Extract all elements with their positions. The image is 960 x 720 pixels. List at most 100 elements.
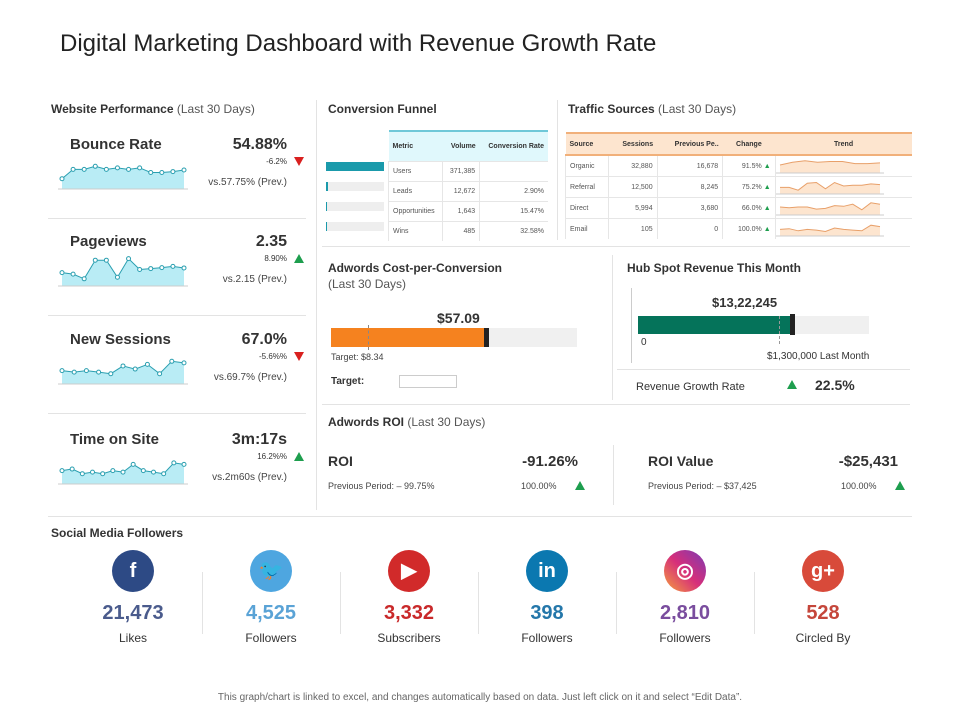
website-kpis-2-value: 67.0% xyxy=(241,331,287,348)
traffic-rows-3-sessions: 105 xyxy=(607,218,658,239)
social-items-1-count: 4,525 xyxy=(245,602,297,624)
traffic-rows-0-prev: 16,678 xyxy=(656,154,723,177)
twitter-icon: 🐦 xyxy=(250,550,292,592)
website-kpis-1-change: 8.90% xyxy=(264,254,287,263)
roi-items-0-name: ROI xyxy=(328,453,353,469)
funnel-bar xyxy=(326,162,384,171)
social-facebook: f 21,473 Likes xyxy=(64,550,202,645)
website-kpis-1-value: 2.35 xyxy=(255,233,287,250)
traffic-rows-0-source: Organic xyxy=(565,154,609,177)
youtube-icon: ▶ xyxy=(388,550,430,592)
table-row: Opportunities 1,643 15.47% xyxy=(387,200,548,221)
website-kpis-3-value: 3m:17s xyxy=(231,431,287,448)
roi-items-1-name: ROI Value xyxy=(648,453,714,469)
cpc-target_label: Target: $8.34 xyxy=(331,352,384,362)
traffic-headers-3: Change xyxy=(722,132,776,156)
funnel-rows-3-metric: Wins xyxy=(387,220,443,241)
up-arrow-icon: ▲ xyxy=(763,183,771,191)
cpc-value: $57.09 xyxy=(437,310,480,326)
facebook-icon: f xyxy=(112,550,154,592)
conversion-funnel-table: Metric Volume Conversion Rate Users 371,385… xyxy=(387,130,548,241)
traffic-period: (Last 30 Days) xyxy=(658,102,737,116)
social-items-5-label: Circled By xyxy=(795,631,851,645)
website-kpis-0-value: 54.88% xyxy=(232,136,287,153)
roi-items-0-prev: Previous Period: – 99.75% xyxy=(328,481,435,491)
cpc-bullet-bar xyxy=(331,325,577,350)
up-arrow-icon xyxy=(294,452,304,461)
funnel-rows-0-metric: Users xyxy=(387,160,443,181)
up-arrow-icon xyxy=(787,380,797,389)
sparkline xyxy=(58,358,188,385)
funnel-rows-2-rate: 15.47% xyxy=(479,200,548,221)
social-items-3-count: 398 xyxy=(530,602,564,624)
traffic-headers-0: Source xyxy=(565,132,609,156)
traffic-sources-title: Traffic Sources (Last 30 Days) xyxy=(568,102,736,116)
traffic-rows-2-sessions: 5,994 xyxy=(607,197,658,219)
social-google-plus: g+ 528 Circled By xyxy=(754,550,892,645)
social-twitter: 🐦 4,525 Followers xyxy=(202,550,340,645)
table-row: Users 371,385 xyxy=(387,160,548,181)
up-arrow-icon: ▲ xyxy=(763,225,771,233)
up-arrow-icon xyxy=(294,254,304,263)
website-title: Website Performance xyxy=(51,102,174,116)
traffic-rows-2-source: Direct xyxy=(565,197,609,219)
linkedin-icon: in xyxy=(526,550,568,592)
sparkline xyxy=(775,181,884,195)
social-items-4-count: 2,810 xyxy=(659,602,711,624)
google-plus-icon: g+ xyxy=(802,550,844,592)
funnel-headers-0: Metric xyxy=(388,130,443,161)
website-kpis-2-change: -5.6%% xyxy=(258,352,287,361)
roi-items-1-prev: Previous Period: – $37,425 xyxy=(648,481,757,491)
funnel-rows-0-volume: 371,385 xyxy=(442,160,480,181)
traffic-headers-4: Trend xyxy=(775,132,912,156)
hubspot-bullet-bar xyxy=(638,314,869,344)
hubspot-last_month: $1,300,000 Last Month xyxy=(767,351,870,362)
website-kpis-3-change: 16.2%% xyxy=(257,452,287,461)
sparkline xyxy=(58,163,188,190)
roi-items-0-value: -91.26% xyxy=(522,453,578,470)
cpc-target_field_label: Target: xyxy=(331,376,365,387)
down-arrow-icon xyxy=(294,352,304,361)
social-items-2-label: Subscribers xyxy=(377,631,441,645)
funnel-rows-1-volume: 12,672 xyxy=(442,180,480,201)
funnel-rows-1-rate: 2.90% xyxy=(479,180,548,201)
roi-items-1-value: -$25,431 xyxy=(838,453,898,470)
funnel-bar xyxy=(326,222,384,231)
social-items-5-count: 528 xyxy=(806,602,840,624)
social-items-4-label: Followers xyxy=(659,631,711,645)
footer-note: This graph/chart is linked to excel, and… xyxy=(217,692,743,703)
up-arrow-icon: ▲ xyxy=(763,162,771,170)
traffic-sources-table: Source Sessions Previous Pe.. Change Trend O… xyxy=(565,132,912,239)
hubspot-growth_label: Revenue Growth Rate xyxy=(636,381,745,393)
website-kpis-1-name: Pageviews xyxy=(70,233,147,250)
sparkline xyxy=(58,460,188,485)
sparkline xyxy=(775,160,884,174)
traffic-rows-3-source: Email xyxy=(565,218,609,239)
website-kpis-2-prev: vs.69.7% (Prev.) xyxy=(213,372,287,383)
table-row: Email 105 0 100.0% ▲ xyxy=(565,218,912,239)
traffic-rows-0-change: 91.5% xyxy=(741,162,762,170)
funnel-rows-0-rate xyxy=(479,160,548,181)
funnel-rows-3-volume: 485 xyxy=(442,220,480,241)
traffic-headers-2: Previous Pe.. xyxy=(657,132,723,156)
website-kpis-0-name: Bounce Rate xyxy=(70,136,162,153)
target-input[interactable] xyxy=(399,375,457,388)
funnel-bar xyxy=(326,182,384,191)
website-kpis-2-name: New Sessions xyxy=(70,331,171,348)
funnel-rows-3-rate: 32.58% xyxy=(479,220,548,241)
traffic-rows-1-prev: 8,245 xyxy=(656,176,723,198)
table-row: Wins 485 32.58% xyxy=(387,220,548,241)
funnel-bar xyxy=(326,202,384,211)
social-items-0-count: 21,473 xyxy=(102,602,164,624)
roi-items-0-change: 100.00% xyxy=(521,481,557,491)
funnel-rows-2-volume: 1,643 xyxy=(442,200,480,221)
hubspot-value: $13,22,245 xyxy=(712,295,778,310)
social-linkedin: in 398 Followers xyxy=(478,550,616,645)
table-row: Direct 5,994 3,680 66.0% ▲ xyxy=(565,197,912,219)
instagram-icon: ◎ xyxy=(664,550,706,592)
traffic-rows-1-source: Referral xyxy=(565,176,609,198)
traffic-rows-3-change: 100.0% xyxy=(738,225,762,233)
conversion-funnel-title: Conversion Funnel xyxy=(328,102,437,116)
hubspot-zero: 0 xyxy=(641,337,647,348)
social-items-0-label: Likes xyxy=(118,631,147,645)
